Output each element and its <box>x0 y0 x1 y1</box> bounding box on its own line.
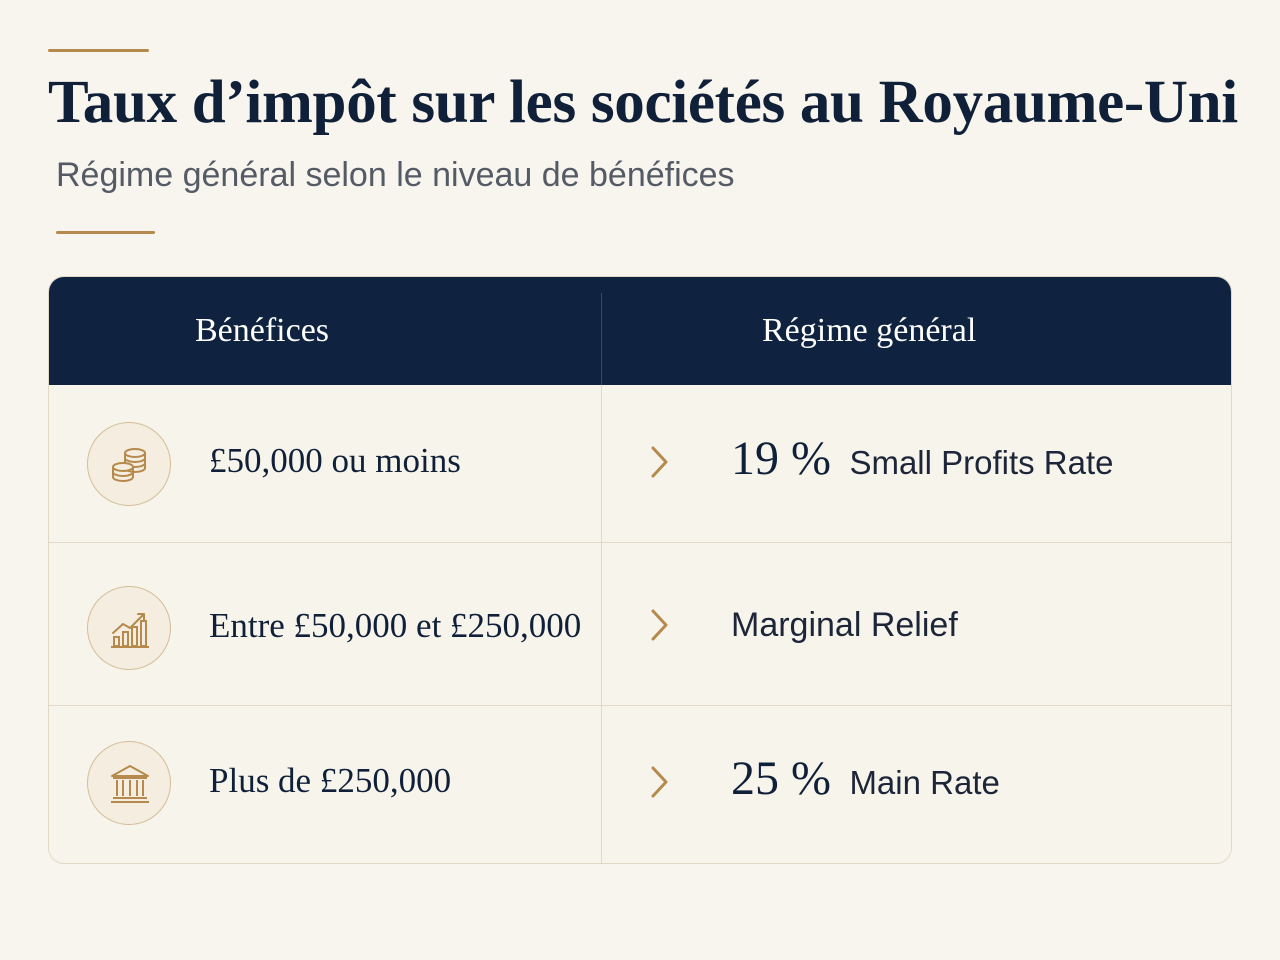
top-accent-rule <box>48 49 149 52</box>
rate-name: Marginal Relief <box>731 606 958 644</box>
coins-stack-icon <box>87 422 171 506</box>
profit-band-label: £50,000 ou moins <box>209 441 461 480</box>
page-title: Taux d’impôt sur les sociétés au Royaume… <box>48 69 1238 136</box>
column-header-regime: Régime général <box>762 312 977 349</box>
chevron-right-icon <box>651 446 668 478</box>
rate-name: Main Rate <box>849 764 1000 801</box>
tax-rate-table: Bénéfices Régime général £50,000 ou moin… <box>48 276 1232 864</box>
page-subtitle: Régime général selon le niveau de bénéfi… <box>56 156 735 194</box>
bank-building-icon <box>87 741 171 825</box>
column-header-profits: Bénéfices <box>195 312 330 349</box>
header-divider <box>601 293 602 385</box>
profit-band-label: Plus de £250,000 <box>209 761 452 800</box>
chevron-right-icon <box>651 766 668 798</box>
rate-value: 19 % <box>731 432 831 485</box>
table-header: Bénéfices Régime général <box>49 277 1231 385</box>
rate-cell: Marginal Relief <box>731 606 958 645</box>
table-row: Entre £50,000 et £250,000 Marginal Relie… <box>49 550 1231 706</box>
column-divider <box>601 385 602 863</box>
table-row: £50,000 ou moins 19 % Small Profits Rate <box>49 385 1231 543</box>
growth-chart-icon <box>87 586 171 670</box>
table-row: Plus de £250,000 25 % Main Rate <box>49 707 1231 863</box>
rate-cell: 19 % Small Profits Rate <box>731 431 1114 486</box>
profit-band-label: Entre £50,000 et £250,000 <box>209 606 582 645</box>
rate-cell: 25 % Main Rate <box>731 751 1000 806</box>
subtitle-accent-rule <box>56 231 155 234</box>
chevron-right-icon <box>651 609 668 641</box>
rate-name: Small Profits Rate <box>849 444 1114 481</box>
rate-value: 25 % <box>731 752 831 805</box>
